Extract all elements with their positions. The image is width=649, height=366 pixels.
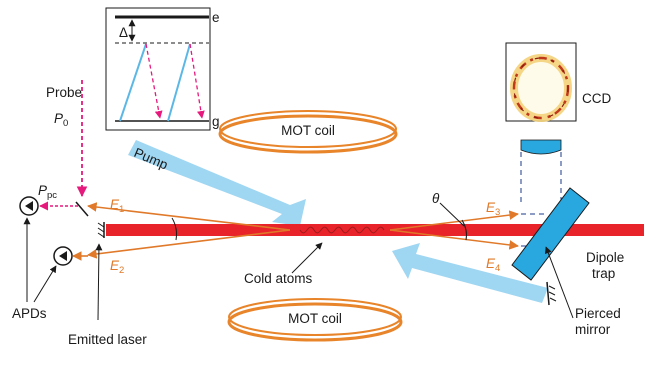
energy-level-inset: Δ e g bbox=[105, 7, 220, 131]
pierced-mirror-label-1: Pierced bbox=[575, 306, 621, 321]
pump-beam-upper bbox=[128, 140, 306, 226]
beamsplitter bbox=[75, 201, 89, 217]
emitted-laser-label: Emitted laser bbox=[68, 332, 147, 347]
mot-coil-bottom: MOT coil bbox=[227, 298, 403, 342]
dipole-trap-label-2: trap bbox=[592, 266, 615, 281]
ppc-label: Ppc bbox=[38, 183, 57, 201]
beam-e1 bbox=[87, 202, 291, 231]
pierced-mirror bbox=[511, 187, 590, 281]
ccd-label: CCD bbox=[582, 91, 611, 106]
e4-label: E4 bbox=[486, 256, 500, 274]
apd-detector-2 bbox=[53, 246, 73, 266]
e3-label: E3 bbox=[486, 200, 500, 218]
cold-atoms-cloud bbox=[297, 226, 383, 234]
pierced-mirror-label-2: mirror bbox=[575, 322, 611, 337]
angle-arc-left bbox=[171, 217, 177, 241]
beam-e3 bbox=[389, 210, 519, 231]
raman-pump-arrow-2 bbox=[167, 43, 191, 122]
dipole-trap-label-1: Dipole bbox=[586, 250, 624, 265]
cold-atoms-label: Cold atoms bbox=[244, 271, 313, 286]
emitted-laser-pointer bbox=[95, 243, 103, 321]
pump-mirror bbox=[546, 281, 550, 306]
apd-detector-1 bbox=[19, 196, 39, 216]
theta-pointer bbox=[439, 202, 465, 227]
angle-arc-right bbox=[461, 219, 467, 241]
emitted-beams bbox=[87, 202, 519, 259]
beam-e4 bbox=[389, 229, 519, 250]
probe-label: Probe bbox=[46, 85, 82, 100]
delta-label: Δ bbox=[119, 25, 128, 40]
mot-coil-top: MOT coil bbox=[218, 110, 398, 154]
pump-beam-lower bbox=[392, 243, 548, 303]
ccd-image bbox=[505, 42, 577, 122]
p0-label: P0 bbox=[54, 111, 68, 129]
raman-pump-arrow-1 bbox=[119, 43, 147, 122]
e2-label: E2 bbox=[110, 258, 124, 276]
mot-coil-bottom-label: MOT coil bbox=[288, 311, 342, 326]
beam-e2 bbox=[87, 229, 291, 259]
theta-label: θ bbox=[432, 191, 440, 206]
raman-emission-arrow-2 bbox=[189, 43, 205, 119]
apds-label: APDs bbox=[12, 306, 47, 321]
mot-coil-top-label: MOT coil bbox=[281, 123, 335, 138]
e1-label: E1 bbox=[110, 197, 124, 215]
raman-emission-arrow-1 bbox=[145, 43, 163, 119]
cold-atoms-pointer bbox=[291, 242, 323, 274]
pierced-mirror-pointer bbox=[544, 246, 574, 319]
apds-pointer-2 bbox=[33, 265, 57, 303]
ccd-lens bbox=[520, 139, 562, 155]
level-g-label: g bbox=[212, 114, 220, 129]
level-e-label: e bbox=[212, 10, 220, 25]
